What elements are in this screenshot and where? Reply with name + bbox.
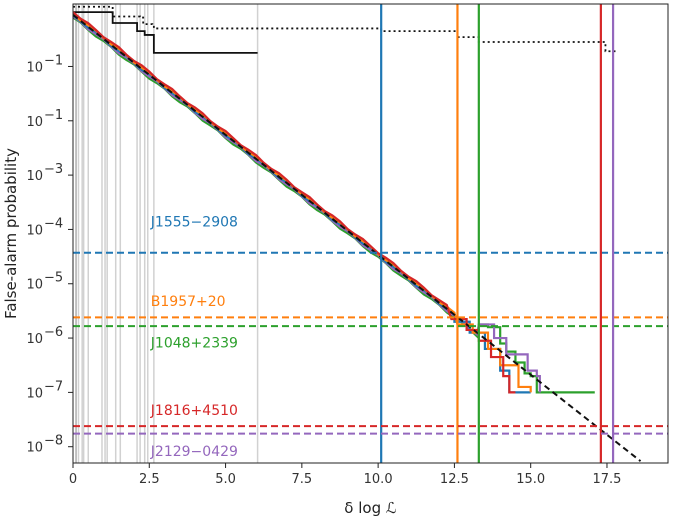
pulsar-label-j1555-2908: J1555−2908 [150,214,238,230]
y-axis-label: False-alarm probability [2,148,20,319]
y-tick-exponent: −7 [44,379,63,394]
y-tick-exponent: −3 [44,162,63,177]
pulsar-label-j1048-2339: J1048+2339 [150,335,238,351]
y-tick-exponent: −1 [44,53,63,68]
pulsar-label-b1957-20: B1957+20 [151,294,226,310]
y-tick-label: 10 [26,441,43,456]
y-tick-label: 10 [26,332,43,347]
x-tick-label: 5.0 [215,472,236,487]
red-series-line [73,11,516,394]
y-tick-label: 10 [26,223,43,238]
y-tick-label: 10 [26,115,43,130]
y-tick-label: 10 [26,278,43,293]
plot-area: J1555−2908 B1957+20 J1048+2339 J1816+4510 J2… [73,4,668,463]
fit-dashed-line [73,14,642,462]
x-tick-label: 15.0 [516,472,545,487]
x-tick-label: 2.5 [139,472,160,487]
x-tick-label: 10.0 [364,472,393,487]
pulsar-label-j2129-0429: J2129−0429 [150,444,238,460]
x-axis-label: δ log ℒ [344,499,396,517]
x-tick-label: 17.5 [592,472,621,487]
y-tick-exponent: −6 [44,325,63,340]
purple-series-line [73,15,541,393]
pulsar-label-j1816-4510: J1816+4510 [150,403,238,419]
y-tick-exponent: −1 [44,108,63,123]
y-tick-exponent: −4 [44,216,63,231]
plot-frame [72,3,669,464]
x-axis: 0 2.5 5.0 7.5 10.0 12.5 15.0 17.5 [69,463,621,487]
black-solid-series [73,11,258,54]
y-tick-label: 10 [26,386,43,401]
x-tick-label: 12.5 [440,472,469,487]
y-axis: 10 −110 −110 −310 −410 −510 −610 −710 −8 [26,53,73,456]
y-tick-label: 10 [26,60,43,75]
y-tick-exponent: −5 [44,271,63,286]
x-tick-label: 7.5 [292,472,313,487]
y-tick-label: 10 [26,169,43,184]
x-tick-label: 0 [69,472,77,487]
y-tick-exponent: −8 [44,434,63,449]
